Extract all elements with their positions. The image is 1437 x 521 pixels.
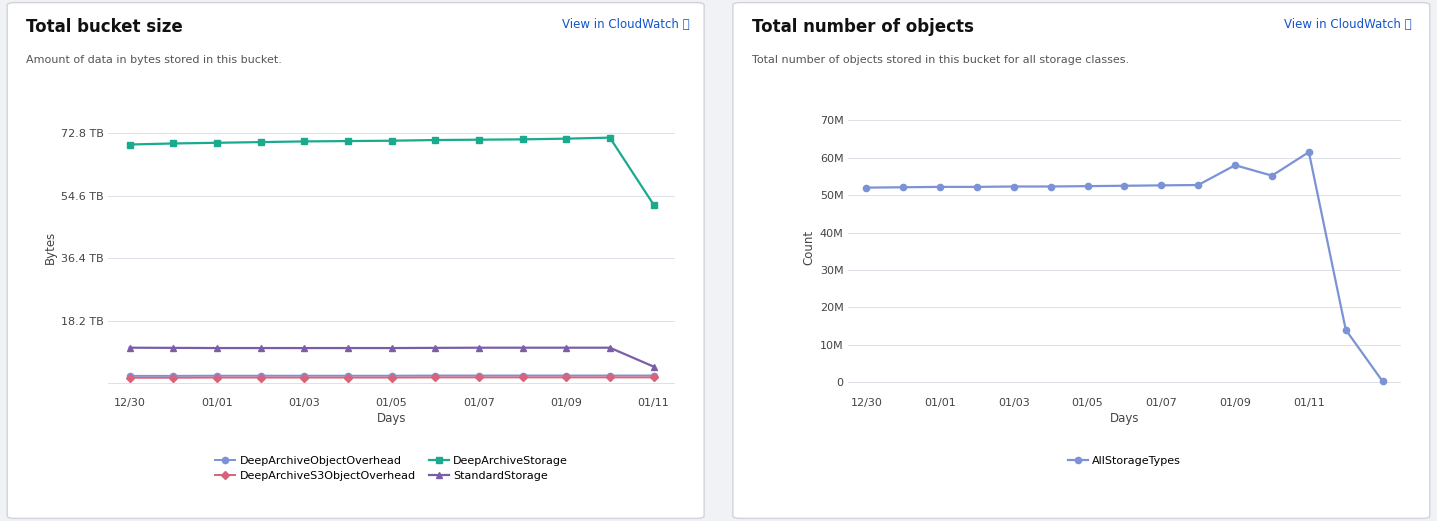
Text: Total number of objects: Total number of objects <box>752 18 973 36</box>
Text: View in CloudWatch ⧉: View in CloudWatch ⧉ <box>1283 18 1411 31</box>
Text: Total bucket size: Total bucket size <box>26 18 182 36</box>
Text: Amount of data in bytes stored in this bucket.: Amount of data in bytes stored in this b… <box>26 55 282 65</box>
Y-axis label: Bytes: Bytes <box>43 231 56 264</box>
Legend: DeepArchiveObjectOverhead, DeepArchiveS3ObjectOverhead, DeepArchiveStorage, Stan: DeepArchiveObjectOverhead, DeepArchiveS3… <box>216 456 568 481</box>
Text: View in CloudWatch ⧉: View in CloudWatch ⧉ <box>562 18 690 31</box>
Y-axis label: Count: Count <box>803 230 816 265</box>
Text: Total number of objects stored in this bucket for all storage classes.: Total number of objects stored in this b… <box>752 55 1128 65</box>
X-axis label: Days: Days <box>1109 412 1140 425</box>
Legend: AllStorageTypes: AllStorageTypes <box>1068 456 1181 466</box>
X-axis label: Days: Days <box>376 412 407 425</box>
